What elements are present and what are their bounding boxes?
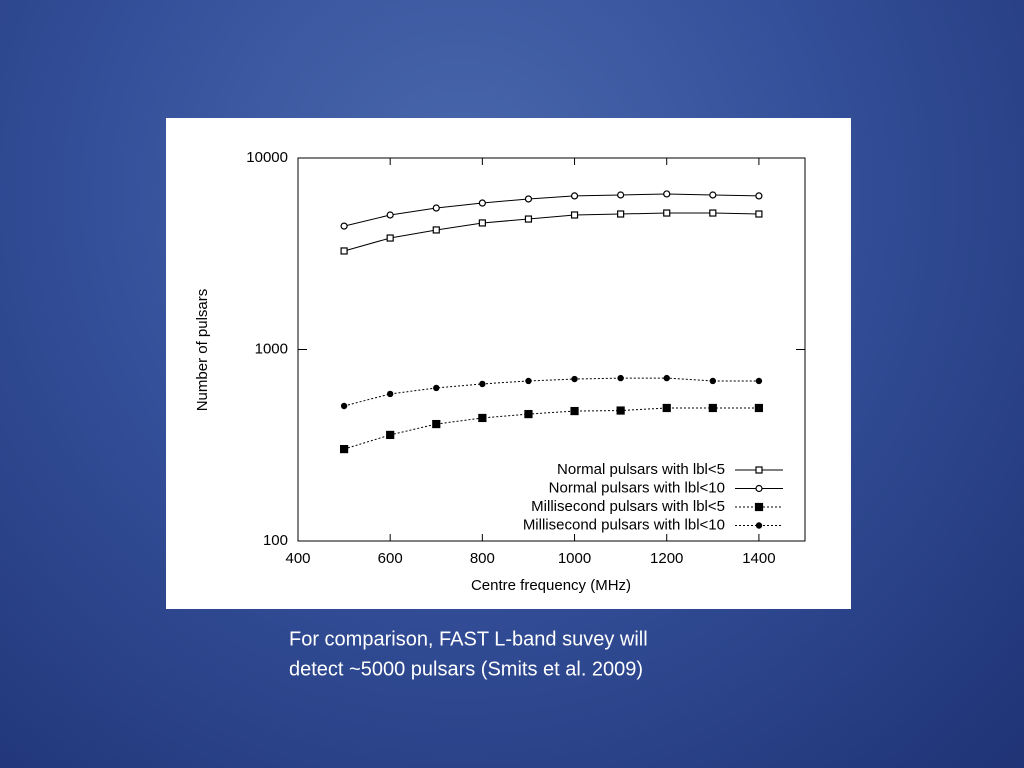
data-point [570, 192, 579, 200]
data-point [570, 211, 579, 219]
data-point [617, 374, 624, 382]
legend-label: Normal pulsars with lbl<5 [557, 461, 725, 478]
data-point [524, 215, 533, 223]
y-tick-label: 10000 [246, 149, 288, 166]
data-point [340, 402, 348, 410]
data-point [709, 209, 717, 217]
data-point [754, 403, 764, 413]
series-line [343, 377, 759, 407]
x-tick-label: 400 [285, 550, 310, 567]
data-point [478, 413, 487, 423]
legend-label: Millisecond pulsars with lbl<5 [531, 498, 725, 515]
data-point [525, 377, 532, 385]
data-point [662, 403, 671, 413]
series-line [343, 193, 759, 227]
data-point [433, 384, 440, 392]
y-axis-label: Number of pulsars [194, 289, 211, 412]
data-point [709, 191, 717, 199]
x-axis-label: Centre frequency (MHz) [471, 577, 631, 594]
data-point [571, 375, 578, 383]
data-point [432, 204, 440, 212]
data-point [663, 209, 671, 217]
data-point [617, 191, 625, 199]
y-tick-label: 1000 [255, 340, 288, 357]
legend-label: Normal pulsars with lbl<10 [549, 479, 725, 496]
data-point [386, 390, 394, 398]
legend-marker [755, 484, 763, 493]
data-point [340, 247, 348, 255]
data-point [524, 409, 533, 419]
series-line [343, 407, 759, 450]
x-tick-label: 800 [470, 550, 495, 567]
data-point [708, 403, 717, 413]
series-line [343, 212, 759, 252]
x-tick-label: 600 [378, 550, 403, 567]
legend-marker [755, 522, 763, 529]
data-point [755, 377, 763, 385]
legend-marker [754, 502, 764, 512]
data-point [478, 219, 486, 227]
x-tick-label: 1000 [558, 550, 591, 567]
data-point [616, 406, 625, 415]
data-point [479, 380, 486, 388]
data-point [432, 419, 441, 429]
chart-background [166, 118, 851, 609]
y-tick-label: 100 [263, 532, 288, 549]
data-point [755, 192, 763, 200]
data-point [755, 210, 763, 218]
data-point [340, 222, 348, 230]
legend-marker [755, 466, 763, 474]
data-point [478, 199, 486, 207]
x-tick-label: 1400 [742, 550, 775, 567]
data-point [386, 234, 394, 242]
data-point [432, 226, 440, 234]
legend-label: Millisecond pulsars with lbl<10 [523, 516, 725, 533]
data-point [386, 211, 394, 219]
data-point [570, 406, 579, 416]
data-point [386, 430, 395, 440]
data-point [663, 374, 670, 382]
caption-line: For comparison, FAST L-band suvey will [289, 628, 648, 650]
caption-line: detect ~5000 pulsars (Smits et al. 2009) [289, 658, 643, 680]
data-point [709, 377, 717, 385]
data-point [524, 195, 533, 203]
data-point [617, 210, 625, 218]
x-tick-label: 1200 [650, 550, 683, 567]
data-point [339, 444, 349, 454]
data-point [663, 190, 671, 198]
